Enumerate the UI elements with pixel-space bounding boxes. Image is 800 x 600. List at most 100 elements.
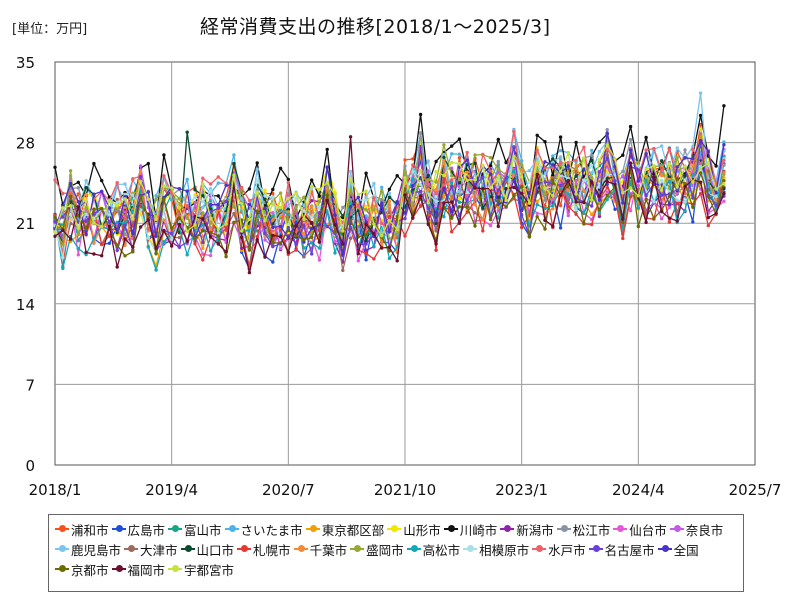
- data-point: [403, 193, 407, 197]
- data-point: [240, 185, 244, 190]
- data-point: [418, 204, 423, 208]
- data-point: [691, 205, 695, 209]
- data-point: [597, 207, 602, 212]
- data-point: [426, 169, 430, 173]
- data-point: [512, 178, 516, 183]
- data-point: [341, 214, 345, 218]
- data-point: [286, 177, 290, 182]
- legend-label: 鹿児島市: [71, 542, 122, 558]
- data-point: [434, 199, 438, 203]
- data-point: [660, 217, 664, 221]
- data-point: [543, 166, 547, 170]
- data-point: [224, 250, 228, 254]
- data-point: [558, 148, 563, 153]
- data-point: [512, 185, 516, 190]
- data-point: [387, 249, 392, 253]
- data-point: [68, 182, 73, 186]
- data-point: [138, 179, 143, 184]
- data-point: [302, 232, 306, 236]
- data-point: [123, 182, 127, 186]
- series-宇都宮市: [53, 143, 726, 238]
- data-point: [115, 197, 119, 202]
- data-point: [465, 170, 469, 174]
- data-point: [520, 225, 524, 230]
- data-point: [364, 233, 368, 237]
- data-point: [698, 171, 703, 175]
- data-point: [558, 161, 563, 165]
- data-point: [177, 187, 182, 191]
- data-point: [675, 187, 679, 192]
- data-point: [325, 198, 329, 203]
- data-point: [636, 224, 640, 229]
- data-point: [457, 196, 462, 201]
- data-point: [496, 170, 500, 174]
- data-point: [667, 220, 672, 224]
- y-tick-label: 35: [16, 54, 35, 72]
- data-point: [240, 229, 244, 233]
- data-point: [465, 158, 469, 162]
- data-point: [543, 186, 547, 191]
- data-point: [488, 223, 493, 228]
- data-point: [395, 227, 399, 232]
- data-point: [271, 195, 275, 199]
- data-point: [271, 241, 275, 245]
- data-point: [208, 189, 213, 193]
- data-point: [675, 155, 679, 160]
- data-point: [278, 205, 283, 210]
- data-point: [543, 172, 547, 176]
- data-point: [107, 220, 112, 224]
- data-point: [201, 205, 205, 210]
- data-point: [442, 173, 446, 178]
- data-point: [426, 188, 430, 192]
- data-point: [201, 217, 205, 221]
- data-point: [691, 196, 695, 200]
- data-point: [496, 174, 500, 179]
- data-point: [372, 232, 376, 236]
- data-point: [364, 251, 368, 256]
- y-tick-label: 7: [25, 376, 35, 394]
- data-point: [520, 208, 524, 212]
- data-point: [68, 237, 73, 241]
- data-point: [364, 214, 368, 218]
- data-point: [76, 253, 81, 257]
- data-point: [706, 215, 710, 220]
- data-point: [535, 133, 539, 137]
- data-point: [613, 179, 617, 183]
- data-point: [667, 202, 672, 207]
- data-point: [325, 147, 329, 152]
- data-point: [356, 216, 360, 220]
- x-tick-label: 2025/7: [729, 481, 782, 499]
- data-point: [271, 244, 275, 249]
- data-point: [691, 147, 695, 152]
- data-point: [380, 221, 384, 226]
- data-point: [496, 159, 500, 164]
- data-point: [255, 190, 259, 194]
- data-point: [450, 200, 454, 204]
- data-point: [317, 258, 322, 262]
- legend-label: 東京都区部: [321, 522, 385, 538]
- data-point: [294, 242, 298, 246]
- data-point: [271, 233, 275, 237]
- data-point: [278, 246, 283, 251]
- data-point: [278, 208, 283, 212]
- data-point: [473, 211, 477, 215]
- data-point: [683, 156, 687, 160]
- data-point: [310, 204, 314, 208]
- data-point: [660, 144, 664, 148]
- data-point: [92, 161, 96, 166]
- legend-item: 宇都宮市: [168, 559, 234, 579]
- data-point: [84, 186, 88, 190]
- data-point: [263, 206, 267, 210]
- data-point: [535, 169, 539, 173]
- data-point: [535, 160, 539, 164]
- data-point: [582, 178, 586, 182]
- data-point: [154, 234, 158, 238]
- data-point: [660, 210, 664, 214]
- data-point: [660, 188, 664, 192]
- data-point: [722, 199, 726, 203]
- data-point: [76, 246, 81, 251]
- data-point: [605, 156, 609, 161]
- data-point: [566, 178, 570, 183]
- data-point: [434, 211, 438, 215]
- data-point: [543, 227, 547, 231]
